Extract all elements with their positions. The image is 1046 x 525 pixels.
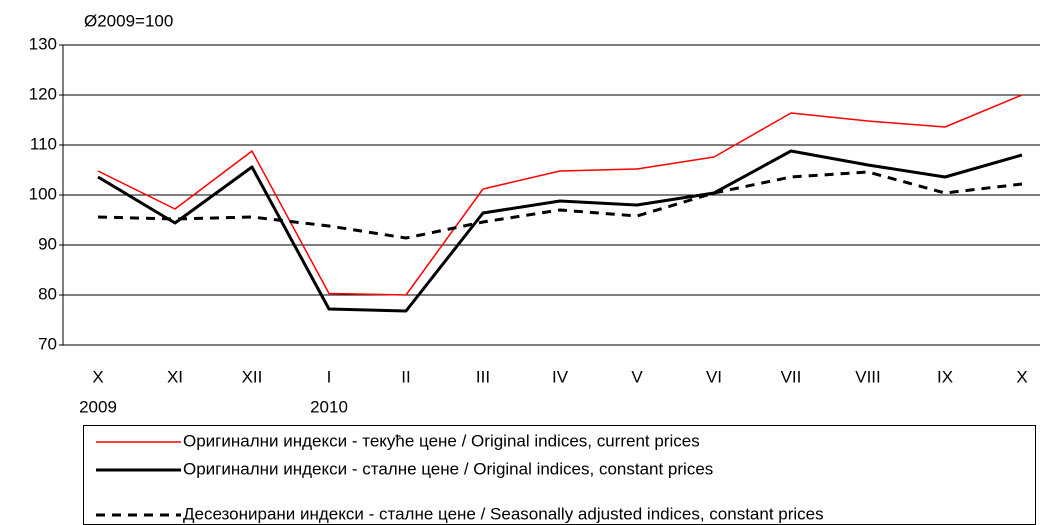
- x-tick-label: X: [1016, 367, 1027, 386]
- y-tick-label: 100: [29, 184, 57, 203]
- y-tick-label: 130: [29, 34, 57, 53]
- x-sublabel: 2009: [79, 397, 117, 416]
- x-tick-label: II: [401, 367, 410, 386]
- y-tick-label: 80: [38, 284, 57, 303]
- y-tick-label: 70: [38, 334, 57, 353]
- y-tick-label: 120: [29, 84, 57, 103]
- legend-label: Оригинални индекси - текуће цене / Origi…: [183, 431, 700, 450]
- y-unit-label: Ø2009=100: [84, 11, 173, 30]
- y-tick-label: 90: [38, 234, 57, 253]
- x-tick-label: III: [476, 367, 490, 386]
- series-line: [97, 149, 1023, 313]
- x-tick-label: VII: [781, 367, 802, 386]
- x-tick-label: VIII: [855, 367, 881, 386]
- series-line: [97, 170, 1023, 240]
- legend-label: Оригинални индекси - сталне цене / Origi…: [183, 459, 713, 478]
- x-tick-label: X: [92, 367, 103, 386]
- x-tick-label: IX: [937, 367, 953, 386]
- x-tick-label: I: [327, 367, 332, 386]
- x-tick-label: XII: [242, 367, 263, 386]
- x-tick-label: IV: [552, 367, 569, 386]
- series-line: [97, 94, 1023, 296]
- y-tick-label: 110: [30, 134, 57, 153]
- x-tick-label: V: [631, 367, 643, 386]
- x-sublabel: 2010: [310, 397, 348, 416]
- x-tick-label: XI: [167, 367, 183, 386]
- x-tick-label: VI: [706, 367, 722, 386]
- legend-label: Десезонирани индекси - сталне цене / Sea…: [183, 504, 824, 523]
